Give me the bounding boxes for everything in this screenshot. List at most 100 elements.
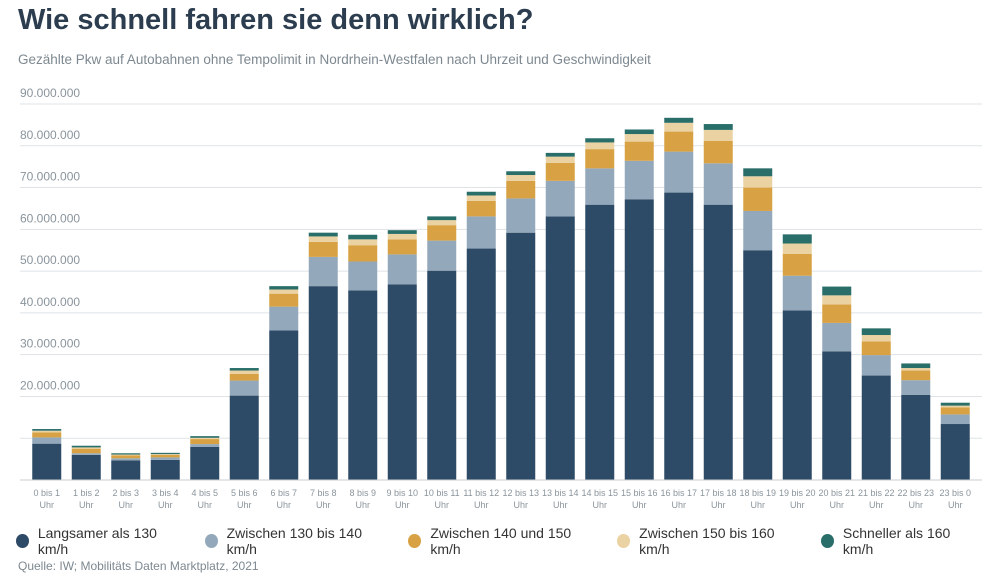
- bar-segment: [32, 429, 62, 431]
- x-tick-label: Uhr: [553, 500, 568, 510]
- bar-segment: [901, 370, 931, 381]
- x-tick-label: 7 bis 8: [310, 488, 337, 498]
- x-tick-label: Uhr: [513, 500, 528, 510]
- x-tick-label: Uhr: [118, 500, 133, 510]
- bar-segment: [822, 322, 852, 352]
- legend-label: Zwischen 130 bis 140 km/h: [226, 525, 362, 557]
- bar-segment: [348, 234, 378, 240]
- legend-label: Schneller als 160 km/h: [842, 525, 951, 557]
- bar-segment: [782, 243, 812, 254]
- bar-segment: [585, 149, 615, 169]
- bar-segment: [269, 306, 299, 331]
- bar-segment: [308, 232, 338, 237]
- x-tick-label: Uhr: [276, 500, 291, 510]
- y-tick-label: 30.000.000: [20, 337, 80, 351]
- x-tick-label: Uhr: [908, 500, 923, 510]
- x-tick-label: Uhr: [197, 500, 212, 510]
- bar-segment: [585, 142, 615, 150]
- x-tick-label: Uhr: [829, 500, 844, 510]
- bar-segment: [703, 163, 733, 205]
- bar-segment: [861, 341, 891, 356]
- source-note: Quelle: IW; Mobilitäts Daten Marktplatz,…: [18, 559, 259, 573]
- bar-segment: [111, 455, 141, 459]
- legend-marker-icon: [617, 534, 631, 548]
- bar-segment: [545, 216, 575, 481]
- legend-label: Zwischen 150 bis 160 km/h: [639, 525, 775, 557]
- x-tick-label: 18 bis 19: [739, 488, 776, 498]
- bar-segment: [664, 192, 694, 480]
- bar-segment: [940, 402, 970, 406]
- legend-item: Langsamer als 130 km/h: [16, 525, 179, 557]
- x-tick-label: 14 bis 15: [581, 488, 618, 498]
- legend-marker-icon: [408, 534, 422, 548]
- bar-segment: [506, 232, 536, 480]
- bar-segment: [190, 446, 220, 480]
- y-tick-label: 90.000.000: [20, 86, 80, 100]
- bar-segment: [506, 198, 536, 233]
- bar-segment: [624, 134, 654, 142]
- bar-segment: [545, 156, 575, 163]
- bar-segment: [624, 160, 654, 200]
- bar-segment: [545, 180, 575, 217]
- bar-segment: [545, 152, 575, 157]
- legend-item: Zwischen 140 und 150 km/h: [408, 525, 591, 557]
- bar-segment: [190, 439, 220, 445]
- bar-segment: [901, 368, 931, 371]
- bar-segment: [269, 286, 299, 290]
- bar-segment: [703, 129, 733, 141]
- bar-segment: [32, 443, 62, 480]
- legend-label: Zwischen 140 und 150 km/h: [430, 525, 572, 557]
- bar-segment: [427, 225, 457, 241]
- bar-segment: [822, 286, 852, 296]
- bar-segment: [743, 168, 773, 177]
- bar-segment: [743, 176, 773, 188]
- x-tick-label: Uhr: [592, 500, 607, 510]
- bar-segment: [822, 295, 852, 305]
- bar-segment: [901, 394, 931, 480]
- bar-segment: [190, 437, 220, 440]
- bar-segment: [901, 380, 931, 395]
- x-tick-label: Uhr: [474, 500, 489, 510]
- y-tick-label: 50.000.000: [20, 253, 80, 267]
- x-tick-label: Uhr: [671, 500, 686, 510]
- bar-segment: [940, 424, 970, 480]
- bar-segment: [506, 171, 536, 176]
- y-tick-label: 20.000.000: [20, 378, 80, 392]
- bar-segment: [545, 162, 575, 181]
- legend-marker-icon: [16, 534, 29, 548]
- y-tick-label: 80.000.000: [20, 128, 80, 142]
- bar-segment: [782, 253, 812, 276]
- bar-segment: [585, 204, 615, 480]
- y-tick-label: 70.000.000: [20, 170, 80, 184]
- bar-segment: [427, 240, 457, 271]
- bar-segment: [308, 256, 338, 287]
- x-tick-label: 9 bis 10: [386, 488, 418, 498]
- x-tick-label: 5 bis 6: [231, 488, 258, 498]
- x-tick-label: Uhr: [711, 500, 726, 510]
- bar-segment: [308, 286, 338, 480]
- bar-segment: [269, 289, 299, 294]
- x-tick-label: Uhr: [79, 500, 94, 510]
- bar-segment: [71, 445, 101, 448]
- y-tick-label: 60.000.000: [20, 211, 80, 225]
- bar-segment: [703, 140, 733, 164]
- x-tick-label: 16 bis 17: [660, 488, 697, 498]
- bar-segment: [822, 304, 852, 323]
- bar-segment: [111, 460, 141, 480]
- x-tick-label: 23 bis 0: [939, 488, 971, 498]
- x-tick-label: Uhr: [158, 500, 173, 510]
- legend: Langsamer als 130 km/h Zwischen 130 bis 1…: [16, 525, 999, 557]
- bar-segment: [387, 284, 417, 480]
- bar-segment: [32, 437, 62, 444]
- legend-item: Zwischen 150 bis 160 km/h: [617, 525, 795, 557]
- x-tick-label: 10 bis 11: [424, 488, 460, 498]
- bar-segment: [624, 141, 654, 161]
- x-tick-label: 0 bis 1: [33, 488, 60, 498]
- bar-segment: [427, 216, 457, 221]
- x-tick-label: Uhr: [237, 500, 252, 510]
- bar-segment: [387, 239, 417, 255]
- bar-segment: [782, 234, 812, 244]
- bar-segment: [71, 448, 101, 454]
- bar-segment: [664, 122, 694, 132]
- bar-segment: [150, 457, 180, 460]
